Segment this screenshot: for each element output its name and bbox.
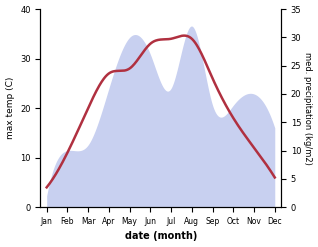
Y-axis label: med. precipitation (kg/m2): med. precipitation (kg/m2) <box>303 52 313 165</box>
Y-axis label: max temp (C): max temp (C) <box>5 77 15 139</box>
X-axis label: date (month): date (month) <box>125 231 197 242</box>
